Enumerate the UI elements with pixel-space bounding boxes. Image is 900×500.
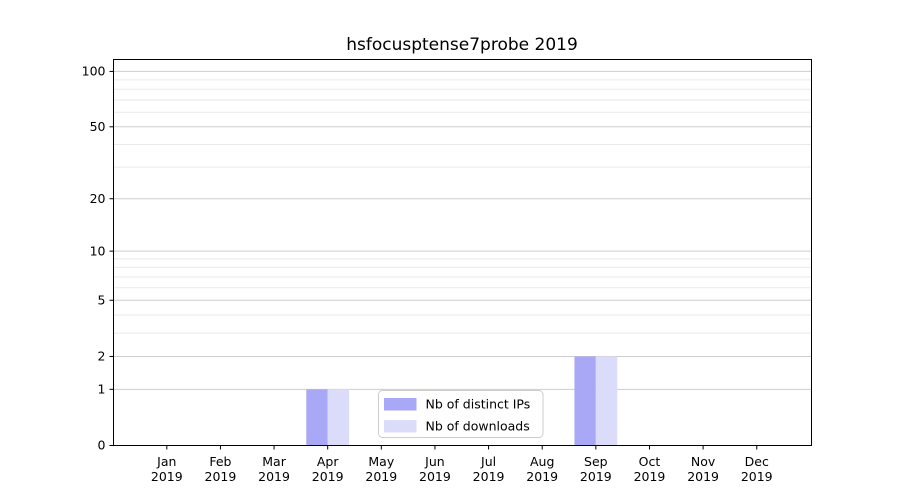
x-tick-label-month: Jul xyxy=(480,454,496,469)
y-tick-label: 1 xyxy=(98,382,106,397)
x-tick-label-month: Oct xyxy=(639,454,661,469)
x-tick-label-year: 2019 xyxy=(205,469,237,484)
x-tick-label-year: 2019 xyxy=(312,469,344,484)
legend-swatch-distinct-ips xyxy=(384,398,417,411)
x-tick-label-month: Dec xyxy=(745,454,769,469)
y-tick-label: 2 xyxy=(98,349,106,364)
x-tick-label-month: Sep xyxy=(584,454,608,469)
plot-area: 0125102050100Jan2019Feb2019Mar2019Apr201… xyxy=(82,59,812,484)
legend-label-downloads: Nb of downloads xyxy=(426,419,530,434)
y-tick-label: 20 xyxy=(90,191,106,206)
x-tick-label-month: Nov xyxy=(691,454,716,469)
x-tick-label-month: Aug xyxy=(530,454,554,469)
bar-downloads-apr xyxy=(327,389,350,446)
plot-border xyxy=(113,59,812,446)
bar-downloads-sep xyxy=(595,356,618,446)
x-tick-label-year: 2019 xyxy=(473,469,505,484)
x-tick-label-year: 2019 xyxy=(419,469,451,484)
x-tick-label-month: Jun xyxy=(424,454,445,469)
x-tick-label-year: 2019 xyxy=(687,469,719,484)
chart-title: hsfocusptense7probe 2019 xyxy=(346,35,578,55)
x-tick-label-year: 2019 xyxy=(258,469,290,484)
x-tick-label-month: Feb xyxy=(209,454,231,469)
bar-distinct-ips-sep xyxy=(574,356,596,446)
legend: Nb of distinct IPs Nb of downloads xyxy=(378,390,544,438)
y-tick-label: 0 xyxy=(98,438,106,453)
x-tick-label-month: Apr xyxy=(317,454,339,469)
x-tick-label-year: 2019 xyxy=(151,469,183,484)
x-tick-label-month: May xyxy=(368,454,394,469)
x-tick-label-month: Jan xyxy=(156,454,176,469)
legend-box xyxy=(378,390,544,438)
legend-label-distinct-ips: Nb of distinct IPs xyxy=(426,397,531,412)
y-tick-label: 100 xyxy=(82,64,106,79)
x-tick-label-year: 2019 xyxy=(526,469,558,484)
y-tick-label: 50 xyxy=(90,119,106,134)
x-tick-label-year: 2019 xyxy=(365,469,397,484)
legend-swatch-downloads xyxy=(384,420,417,433)
x-tick-label-month: Mar xyxy=(262,454,286,469)
x-tick-label-year: 2019 xyxy=(741,469,773,484)
y-tick-label: 10 xyxy=(90,243,106,258)
bar-distinct-ips-apr xyxy=(306,389,328,446)
x-tick-label-year: 2019 xyxy=(634,469,666,484)
x-tick-label-year: 2019 xyxy=(580,469,612,484)
y-tick-label: 5 xyxy=(98,292,106,307)
